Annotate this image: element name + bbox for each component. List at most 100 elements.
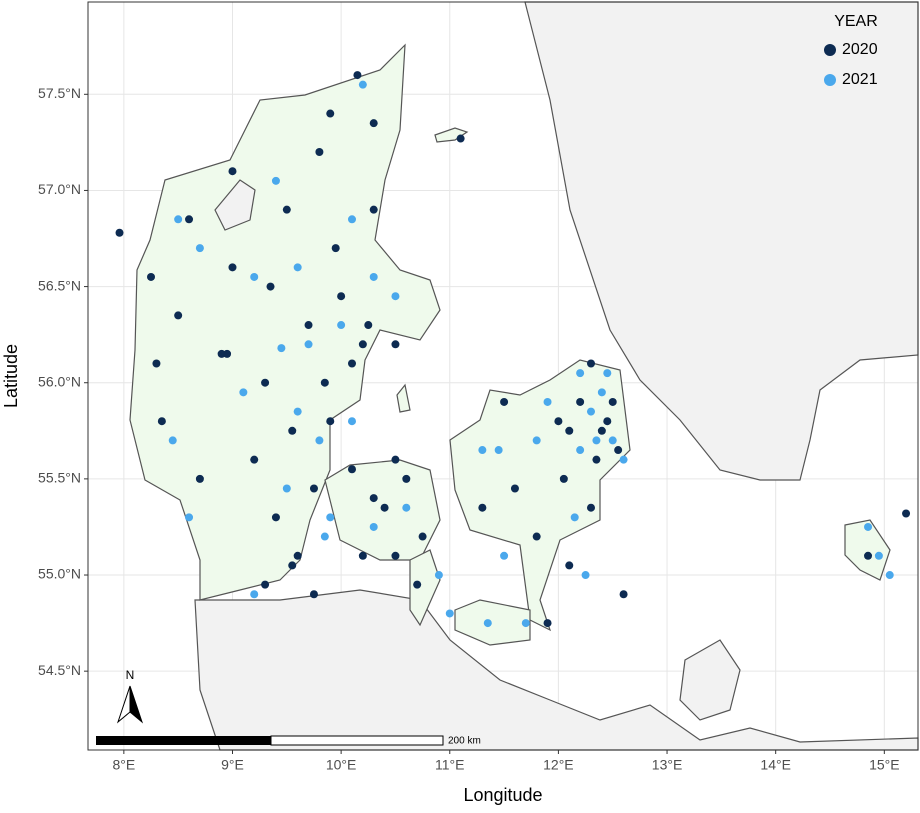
point xyxy=(619,455,628,464)
point xyxy=(347,417,356,426)
point xyxy=(532,532,541,541)
point xyxy=(271,513,280,522)
point xyxy=(358,551,367,560)
point xyxy=(864,551,873,560)
point xyxy=(293,551,302,560)
point xyxy=(445,609,454,618)
point xyxy=(347,359,356,368)
point xyxy=(250,590,259,599)
point xyxy=(391,551,400,560)
lolland xyxy=(454,599,531,646)
point xyxy=(288,426,297,435)
point xyxy=(413,580,422,589)
point xyxy=(521,619,530,628)
point xyxy=(223,349,232,358)
point xyxy=(293,263,302,272)
limfjord xyxy=(214,179,256,231)
y-axis-title: Latitude xyxy=(1,344,21,408)
point xyxy=(576,369,585,378)
y-tick-label: 56.5°N xyxy=(38,277,81,293)
point xyxy=(320,378,329,387)
djursland-islet xyxy=(396,383,411,413)
point xyxy=(337,292,346,301)
x-tick-label: 13°E xyxy=(652,757,683,773)
point xyxy=(326,417,335,426)
point xyxy=(369,119,378,128)
scale-label: 200 km xyxy=(448,736,481,747)
point xyxy=(239,388,248,397)
point xyxy=(261,580,270,589)
point xyxy=(418,532,427,541)
point xyxy=(282,484,291,493)
point xyxy=(874,551,883,560)
zealand xyxy=(449,359,631,632)
y-tick-label: 57.0°N xyxy=(38,181,81,197)
point xyxy=(500,551,509,560)
point xyxy=(331,244,340,253)
point xyxy=(603,417,612,426)
legend-label: 2021 xyxy=(842,71,878,88)
point xyxy=(402,503,411,512)
point xyxy=(510,484,519,493)
point xyxy=(581,571,590,580)
point xyxy=(358,340,367,349)
point xyxy=(402,474,411,483)
point xyxy=(380,503,389,512)
point xyxy=(576,446,585,455)
point xyxy=(597,388,606,397)
point xyxy=(364,321,373,330)
point xyxy=(174,215,183,224)
point xyxy=(195,474,204,483)
y-tick-label: 55.0°N xyxy=(38,566,81,582)
x-tick-label: 11°E xyxy=(435,757,464,773)
point xyxy=(559,474,568,483)
x-tick-label: 8°E xyxy=(112,757,135,773)
point xyxy=(320,532,329,541)
point xyxy=(565,426,574,435)
point xyxy=(358,80,367,89)
legend-marker xyxy=(824,44,836,56)
point xyxy=(434,571,443,580)
point xyxy=(228,263,237,272)
point xyxy=(592,455,601,464)
point xyxy=(597,426,606,435)
point xyxy=(282,205,291,214)
point xyxy=(391,292,400,301)
point xyxy=(570,513,579,522)
point xyxy=(608,436,617,445)
y-tick-label: 55.5°N xyxy=(38,470,81,486)
point xyxy=(315,147,324,156)
point xyxy=(369,522,378,531)
point xyxy=(293,407,302,416)
point xyxy=(478,503,487,512)
point xyxy=(185,513,194,522)
point xyxy=(288,561,297,570)
x-tick-label: 9°E xyxy=(221,757,244,773)
point xyxy=(353,71,362,80)
point xyxy=(315,436,324,445)
point xyxy=(565,561,574,570)
point xyxy=(250,455,259,464)
point xyxy=(309,590,318,599)
point xyxy=(304,340,313,349)
point xyxy=(250,272,259,281)
jutland xyxy=(129,43,441,601)
point xyxy=(576,397,585,406)
point xyxy=(157,417,166,426)
point xyxy=(619,590,628,599)
point xyxy=(152,359,161,368)
point xyxy=(277,344,286,353)
point xyxy=(483,619,492,628)
point xyxy=(456,134,465,143)
point xyxy=(369,272,378,281)
point xyxy=(592,436,601,445)
point xyxy=(228,167,237,176)
sweden xyxy=(524,1,919,481)
point xyxy=(337,321,346,330)
point xyxy=(614,446,623,455)
point xyxy=(608,397,617,406)
point xyxy=(326,109,335,118)
point xyxy=(603,369,612,378)
points xyxy=(115,71,911,628)
point xyxy=(902,509,911,518)
